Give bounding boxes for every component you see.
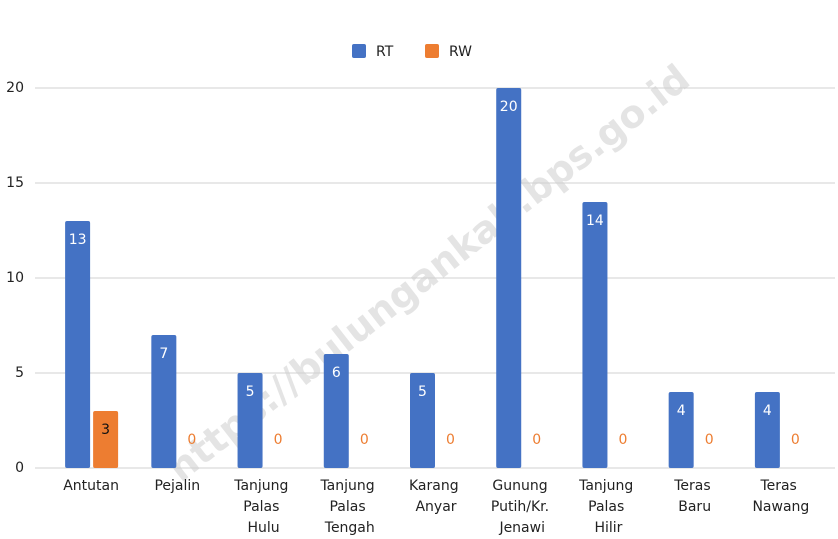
bar — [582, 202, 608, 468]
bar — [754, 392, 780, 468]
value-label: 0 — [532, 432, 541, 448]
x-tick-label: Tanjung Palas Hilir — [578, 478, 638, 536]
value-label: 0 — [274, 432, 283, 448]
value-label: 4 — [763, 403, 772, 419]
value-label: 0 — [360, 432, 369, 448]
bar — [410, 373, 435, 468]
value-label: 14 — [586, 213, 604, 229]
x-tick-label: Antutan — [63, 478, 119, 494]
bar — [237, 373, 263, 468]
y-tick-label: 5 — [15, 365, 24, 381]
y-tick-label: 20 — [6, 80, 24, 96]
value-label: 0 — [446, 432, 455, 448]
value-label: 20 — [500, 99, 518, 115]
legend-label: RW — [449, 44, 472, 60]
x-tick-label: Teras Baru — [673, 478, 715, 515]
x-tick-label: Tanjung Palas Tengah — [319, 478, 379, 536]
legend-swatch — [425, 44, 439, 58]
legend-swatch — [352, 44, 366, 58]
y-tick-label: 0 — [15, 460, 24, 476]
bar — [496, 88, 522, 468]
value-label: 5 — [246, 384, 255, 400]
x-tick-label: Teras Nawang — [752, 478, 809, 515]
value-label: 0 — [187, 432, 196, 448]
bar — [93, 411, 119, 468]
x-tick-label: Pejalin — [154, 478, 200, 494]
legend-label: RT — [376, 44, 394, 60]
x-tick-label: Tanjung Palas Hulu — [233, 478, 293, 536]
value-label: 3 — [101, 422, 110, 438]
bar — [323, 354, 349, 468]
value-label: 13 — [69, 232, 87, 248]
bar — [151, 335, 177, 468]
y-tick-label: 15 — [6, 175, 24, 191]
value-label: 0 — [791, 432, 800, 448]
x-tick-label: Gunung Putih/Kr. Jenawi — [491, 478, 554, 536]
bar — [65, 221, 91, 468]
x-tick-label: Karang Anyar — [409, 478, 463, 515]
bar — [668, 392, 694, 468]
value-label: 6 — [332, 365, 341, 381]
value-label: 0 — [618, 432, 627, 448]
value-label: 7 — [159, 346, 168, 362]
value-label: 4 — [677, 403, 686, 419]
y-tick-label: 10 — [6, 270, 24, 286]
value-label: 0 — [705, 432, 714, 448]
value-label: 5 — [418, 384, 427, 400]
